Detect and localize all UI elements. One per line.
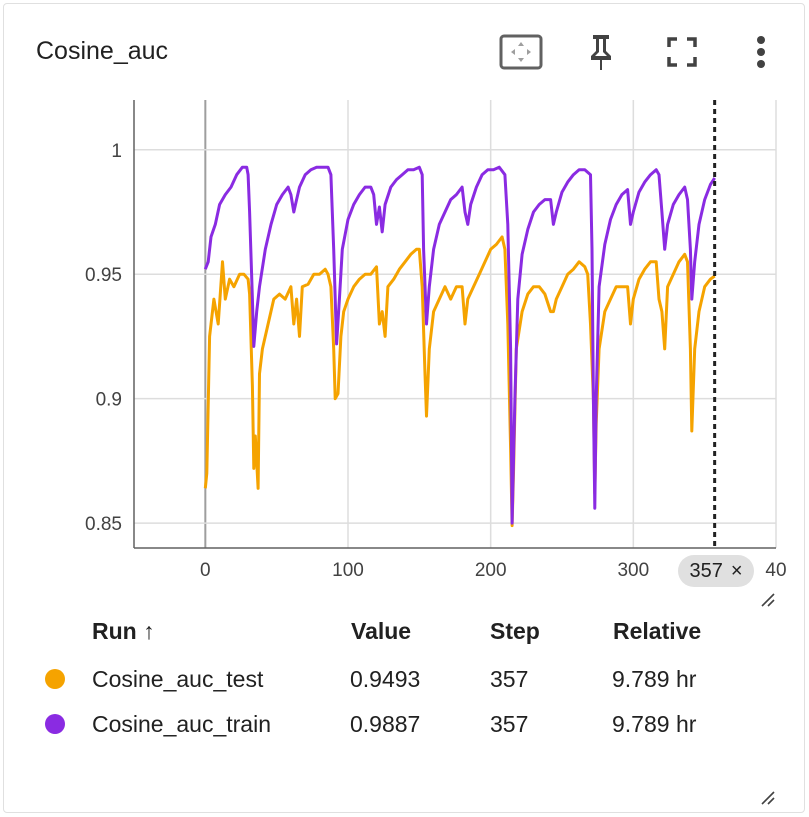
run-relative: 9.789 hr	[612, 711, 697, 737]
pin-icon	[591, 35, 611, 70]
step-cursor-badge[interactable]: 357 ×	[678, 555, 754, 587]
run-color-dot[interactable]	[45, 714, 65, 734]
column-header-run[interactable]: Run ↑	[92, 618, 155, 644]
more-options-button[interactable]	[739, 30, 783, 74]
series-line	[203, 235, 716, 528]
x-tick-label: 40	[765, 560, 786, 581]
fit-domain-icon	[499, 34, 543, 70]
run-step: 357	[490, 666, 529, 692]
column-header-relative[interactable]: Relative	[613, 618, 702, 644]
close-icon[interactable]: ×	[730, 560, 743, 582]
y-tick-label: 0.95	[85, 265, 122, 286]
fullscreen-icon	[667, 37, 697, 67]
run-value: 0.9493	[350, 666, 421, 692]
card-title: Cosine_auc	[36, 37, 169, 65]
x-tick-label: 100	[332, 560, 364, 581]
pin-button[interactable]	[579, 30, 623, 74]
resize-handle-icon[interactable]	[760, 790, 776, 806]
step-cursor-label: 357	[689, 559, 723, 582]
more-vert-icon	[757, 36, 765, 68]
x-tick-label: 200	[475, 560, 507, 581]
run-name: Cosine_auc_train	[92, 711, 272, 737]
column-header-value[interactable]: Value	[351, 618, 412, 644]
resize-handle-icon[interactable]	[760, 592, 776, 608]
chart-ticks: 0 100 200 300 40 0.85 0.9 0.95 1	[85, 141, 787, 581]
chart-axes	[133, 100, 776, 549]
run-step: 357	[490, 711, 529, 737]
x-tick-label: 300	[617, 560, 649, 581]
chart-series	[203, 165, 716, 528]
y-tick-label: 0.9	[96, 390, 122, 411]
run-color-dot[interactable]	[45, 669, 65, 689]
fit-domain-button[interactable]	[499, 30, 543, 74]
run-value: 0.9887	[350, 711, 421, 737]
run-name: Cosine_auc_test	[92, 666, 264, 692]
y-tick-label: 1	[111, 141, 122, 162]
chart-grid	[134, 100, 777, 548]
scalar-card	[3, 3, 805, 813]
column-header-step[interactable]: Step	[490, 618, 540, 644]
series-line	[203, 165, 716, 525]
line-chart[interactable]: 0 100 200 300 40 0.85 0.9 0.95 1	[0, 0, 809, 600]
fullscreen-button[interactable]	[660, 30, 704, 74]
x-tick-label: 0	[200, 560, 211, 581]
run-relative: 9.789 hr	[612, 666, 697, 692]
y-tick-label: 0.85	[85, 514, 122, 535]
